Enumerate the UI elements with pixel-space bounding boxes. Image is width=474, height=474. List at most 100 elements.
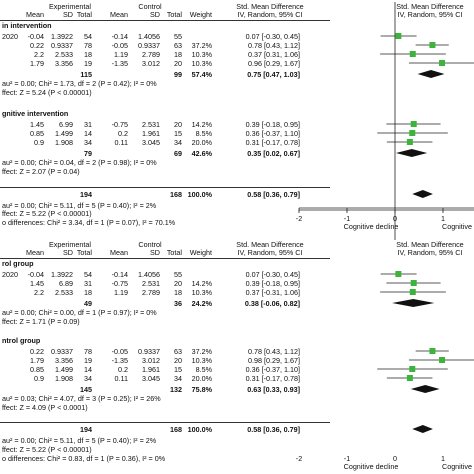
subtotal-n-ctl: 99 <box>174 70 182 79</box>
total-exp: 78 <box>84 41 92 50</box>
mean-exp: 1.45 <box>30 120 44 129</box>
study-marker <box>409 289 416 295</box>
total-exp: 54 <box>84 270 92 279</box>
total-exp: 78 <box>84 347 92 356</box>
smd-ci: 0.07 [-0.30, 0.45] <box>245 270 300 279</box>
header-smd: Std. Mean Difference <box>236 240 304 249</box>
weight: 37.2% <box>191 41 212 50</box>
sd-ctl: 2.789 <box>142 288 160 297</box>
sd-exp: 2.533 <box>55 50 73 59</box>
sd-exp: 3.356 <box>55 59 73 68</box>
subtotal-weight: 57.4% <box>191 70 212 79</box>
smd-ci: 0.78 [0.43, 1.12] <box>248 41 300 50</box>
mean-ctl: -0.14 <box>111 270 128 279</box>
x-tick-label: -2 <box>295 214 303 223</box>
total-heterogeneity: au² = 0.00; Chi² = 5.11, df = 5 (P = 0.4… <box>2 436 157 445</box>
header-control: Control <box>138 240 162 249</box>
weight: 10.3% <box>191 356 212 365</box>
header-ci-right: IV, Random, 95% CI <box>397 10 463 19</box>
mean-ctl: -0.05 <box>111 41 128 50</box>
mean-exp: 1.79 <box>30 356 44 365</box>
study-marker <box>439 60 446 66</box>
total-ctl: 34 <box>174 374 182 383</box>
mean-exp: 0.9 <box>34 138 44 147</box>
subtotal-n-ctl: 132 <box>170 385 182 394</box>
sd-ctl: 2.531 <box>142 279 160 288</box>
mean-ctl: -1.35 <box>111 356 128 365</box>
total-exp: 18 <box>84 288 92 297</box>
study-marker <box>429 348 436 354</box>
study-marker <box>395 271 402 277</box>
x-tick-label: -1 <box>343 454 351 463</box>
weight: 14.2% <box>191 120 212 129</box>
study-marker <box>409 130 416 136</box>
subtotal-n-ctl: 168 <box>170 190 182 199</box>
smd-ci: 0.31 [-0.17, 0.78] <box>245 374 300 383</box>
subtotal-ci: 0.58 [0.36, 0.79] <box>247 190 300 199</box>
sd-exp: 0.9337 <box>51 41 73 50</box>
total-rule <box>0 187 330 188</box>
sd-exp: 0.9337 <box>51 347 73 356</box>
weight: 14.2% <box>191 279 212 288</box>
total-rule <box>0 422 330 423</box>
favours-right-label: Cognitive i <box>442 462 474 471</box>
weight: 10.3% <box>191 50 212 59</box>
total-ctl: 18 <box>174 50 182 59</box>
x-tick-label: 1 <box>441 214 445 223</box>
study-marker <box>410 280 417 286</box>
subtotal-n-exp: 194 <box>80 190 92 199</box>
sd-ctl: 3.045 <box>142 374 160 383</box>
subgroup-title: rol group <box>2 259 34 268</box>
col-mean-ctl: Mean <box>110 248 128 257</box>
subtotal-ci: 0.38 [-0.06, 0.82] <box>244 299 300 308</box>
study-marker <box>429 42 436 48</box>
subtotal-ci: 0.35 [0.02, 0.67] <box>247 149 300 158</box>
x-tick-label: -2 <box>295 454 303 463</box>
heterogeneity-text: au² = 0.03; Chi² = 4.07, df = 3 (P = 0.2… <box>2 394 161 403</box>
smd-ci: 0.36 [-0.37, 1.10] <box>245 365 300 374</box>
weight: 37.2% <box>191 347 212 356</box>
x-tick-label: -1 <box>343 214 351 223</box>
total-effect: ffect: Z = 5.22 (P < 0.00001) <box>2 445 92 454</box>
col-total-exp: Total <box>76 248 92 257</box>
subtotal-n-exp: 145 <box>80 385 92 394</box>
total-exp: 54 <box>84 32 92 41</box>
total-ctl: 20 <box>174 279 182 288</box>
smd-ci: 0.36 [-0.37, 1.10] <box>245 129 300 138</box>
sd-exp: 1.908 <box>55 138 73 147</box>
total-ctl: 34 <box>174 138 182 147</box>
subtotal-n-exp: 115 <box>80 70 92 79</box>
col-total-ctl: Total <box>166 10 182 19</box>
sd-exp: 1.3922 <box>51 270 73 279</box>
favours-right-label: Cognitive i <box>442 222 474 231</box>
mean-exp: 0.9 <box>34 374 44 383</box>
subtotal-weight: 75.8% <box>191 385 212 394</box>
pooled-diamond <box>392 299 435 307</box>
total-exp: 18 <box>84 50 92 59</box>
header-control: Control <box>138 2 162 11</box>
study-label: 2020 <box>2 32 18 41</box>
mean-ctl: -0.75 <box>111 279 128 288</box>
total-exp: 14 <box>84 129 92 138</box>
header-experimental: Experimental <box>49 2 91 11</box>
overall-effect-text: ffect: Z = 5.24 (P < 0.00001) <box>2 88 92 97</box>
mean-ctl: -0.05 <box>111 347 128 356</box>
col-mean-ctl: Mean <box>110 10 128 19</box>
sd-ctl: 2.531 <box>142 120 160 129</box>
sd-ctl: 1.4056 <box>138 32 160 41</box>
sd-exp: 6.89 <box>59 279 73 288</box>
subgroup-title: gnitive intervention <box>2 109 69 118</box>
col-sd-ctl: SD <box>150 10 160 19</box>
subtotal-n-ctl: 69 <box>174 149 182 158</box>
mean-ctl: -0.75 <box>111 120 128 129</box>
sd-exp: 2.533 <box>55 288 73 297</box>
overall-effect-text: ffect: Z = 4.09 (P < 0.0001) <box>2 403 88 412</box>
smd-ci: 0.96 [0.29, 1.67] <box>248 59 300 68</box>
sd-ctl: 1.961 <box>142 365 160 374</box>
weight: 8.5% <box>195 365 212 374</box>
total-exp: 14 <box>84 365 92 374</box>
header-ci-right: IV, Random, 95% CI <box>397 248 463 257</box>
col-sd-exp: SD <box>63 10 73 19</box>
col-mean-exp: Mean <box>26 248 44 257</box>
subtotal-n-ctl: 36 <box>174 299 182 308</box>
